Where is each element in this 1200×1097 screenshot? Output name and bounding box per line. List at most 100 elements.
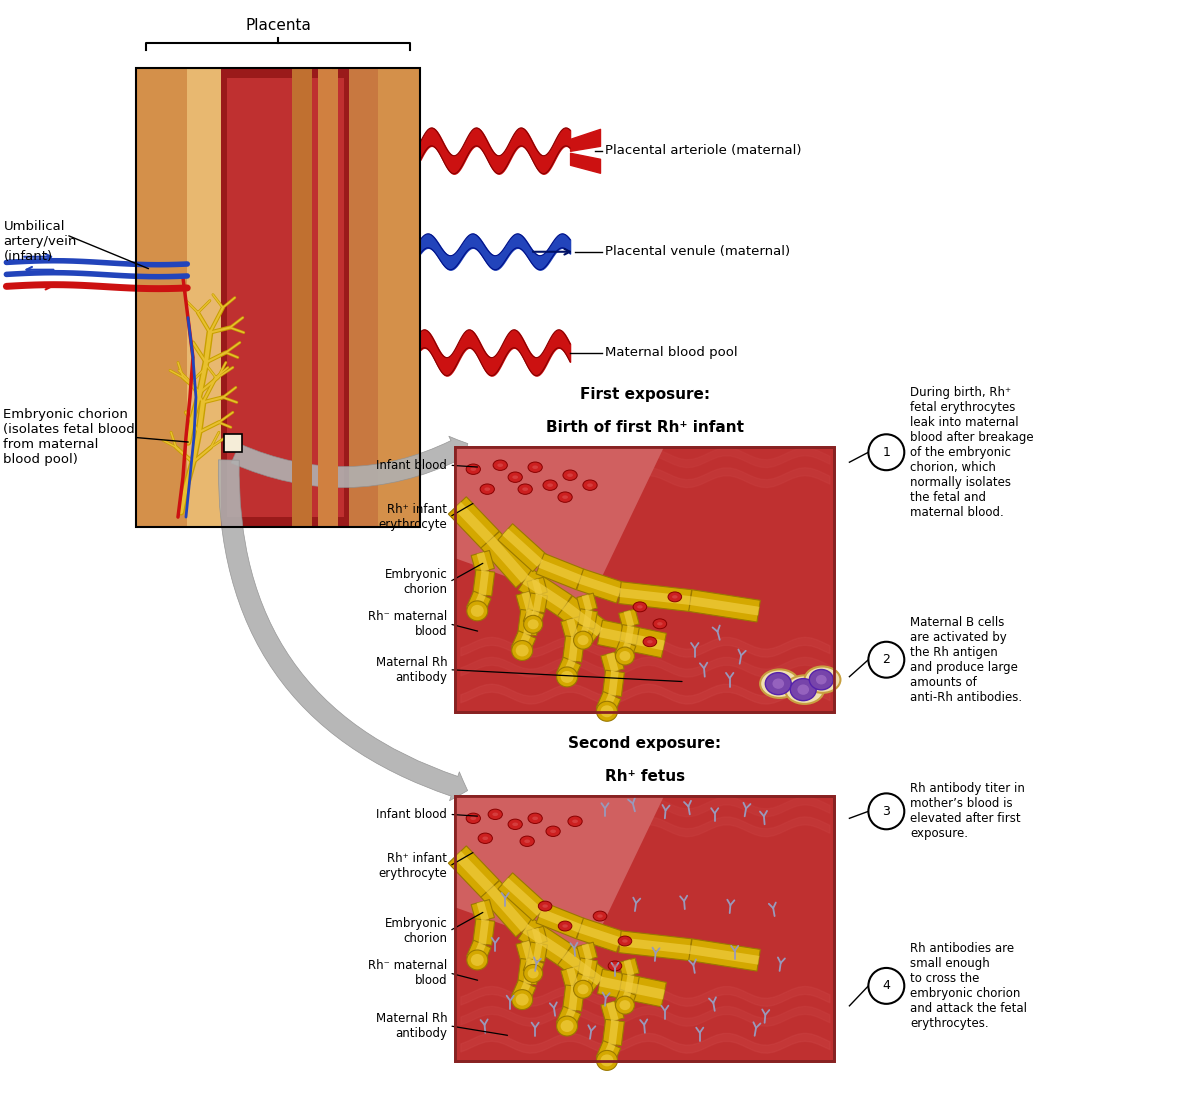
- Ellipse shape: [577, 635, 588, 645]
- Ellipse shape: [470, 604, 484, 617]
- Polygon shape: [606, 1002, 619, 1021]
- Bar: [221, 68, 349, 527]
- Polygon shape: [599, 627, 665, 651]
- Ellipse shape: [616, 647, 635, 665]
- Circle shape: [869, 642, 905, 678]
- Ellipse shape: [522, 487, 528, 491]
- Polygon shape: [601, 1043, 616, 1062]
- Polygon shape: [528, 592, 547, 613]
- Ellipse shape: [511, 989, 533, 1009]
- Ellipse shape: [668, 592, 682, 602]
- Bar: [455, 448, 834, 712]
- Polygon shape: [472, 551, 494, 574]
- Polygon shape: [596, 691, 620, 715]
- Polygon shape: [516, 590, 539, 613]
- Bar: [293, 68, 312, 527]
- Ellipse shape: [523, 964, 542, 983]
- Text: Infant blood: Infant blood: [377, 807, 448, 821]
- Polygon shape: [601, 1000, 624, 1024]
- Polygon shape: [517, 610, 540, 635]
- Polygon shape: [578, 925, 622, 946]
- Ellipse shape: [773, 678, 784, 689]
- Ellipse shape: [760, 669, 799, 698]
- Text: Rh⁺ infant
erythrocyte: Rh⁺ infant erythrocyte: [379, 504, 448, 531]
- Ellipse shape: [542, 480, 557, 490]
- Polygon shape: [619, 974, 640, 994]
- Ellipse shape: [791, 679, 816, 701]
- Bar: [136, 68, 187, 527]
- Text: 4: 4: [882, 980, 890, 993]
- Ellipse shape: [568, 816, 582, 826]
- Polygon shape: [624, 960, 635, 976]
- Ellipse shape: [572, 819, 578, 823]
- Ellipse shape: [653, 619, 667, 629]
- Polygon shape: [516, 939, 539, 962]
- Ellipse shape: [634, 602, 647, 612]
- Polygon shape: [476, 552, 488, 572]
- Text: Placenta: Placenta: [245, 19, 311, 33]
- Ellipse shape: [546, 826, 560, 837]
- Polygon shape: [578, 975, 589, 991]
- Polygon shape: [689, 590, 761, 622]
- Polygon shape: [624, 974, 635, 993]
- Ellipse shape: [533, 816, 538, 821]
- Text: Placental arteriole (maternal): Placental arteriole (maternal): [605, 145, 802, 157]
- Ellipse shape: [497, 463, 503, 467]
- Polygon shape: [472, 593, 486, 612]
- Ellipse shape: [488, 810, 503, 819]
- Polygon shape: [472, 900, 494, 923]
- Polygon shape: [503, 529, 544, 567]
- Ellipse shape: [637, 606, 643, 609]
- Polygon shape: [577, 942, 598, 962]
- Polygon shape: [522, 591, 534, 612]
- FancyArrowPatch shape: [218, 460, 468, 801]
- Polygon shape: [616, 989, 636, 1008]
- Ellipse shape: [797, 685, 809, 694]
- Ellipse shape: [658, 622, 662, 625]
- Text: First exposure:: First exposure:: [580, 387, 710, 403]
- Polygon shape: [517, 959, 540, 985]
- Polygon shape: [602, 670, 624, 697]
- Ellipse shape: [523, 615, 542, 633]
- Polygon shape: [601, 693, 616, 713]
- Polygon shape: [599, 976, 665, 999]
- Polygon shape: [523, 610, 534, 635]
- Polygon shape: [479, 919, 490, 945]
- Polygon shape: [619, 958, 640, 977]
- Polygon shape: [479, 570, 490, 596]
- Ellipse shape: [539, 901, 552, 911]
- Polygon shape: [577, 593, 598, 612]
- Ellipse shape: [485, 487, 490, 491]
- Polygon shape: [619, 581, 691, 611]
- Ellipse shape: [542, 904, 548, 908]
- Polygon shape: [619, 624, 640, 645]
- Bar: [221, 68, 349, 527]
- Ellipse shape: [563, 470, 577, 480]
- Ellipse shape: [470, 816, 476, 821]
- Ellipse shape: [593, 912, 607, 921]
- Bar: [455, 796, 834, 1061]
- Polygon shape: [523, 958, 544, 976]
- Polygon shape: [562, 951, 604, 985]
- Polygon shape: [619, 609, 640, 629]
- Ellipse shape: [809, 669, 833, 690]
- Polygon shape: [472, 942, 486, 961]
- Ellipse shape: [470, 467, 476, 471]
- Polygon shape: [601, 651, 624, 674]
- Ellipse shape: [563, 925, 568, 928]
- Polygon shape: [577, 958, 598, 977]
- Polygon shape: [576, 569, 624, 603]
- Ellipse shape: [512, 823, 518, 826]
- Polygon shape: [562, 1008, 576, 1028]
- Polygon shape: [624, 625, 635, 644]
- Bar: [455, 796, 834, 1061]
- Ellipse shape: [557, 1016, 577, 1036]
- Ellipse shape: [558, 491, 572, 502]
- Polygon shape: [527, 577, 547, 597]
- Polygon shape: [606, 653, 619, 672]
- Polygon shape: [690, 597, 760, 615]
- Polygon shape: [558, 945, 607, 992]
- Polygon shape: [577, 609, 598, 629]
- Ellipse shape: [516, 645, 529, 656]
- Ellipse shape: [528, 462, 542, 473]
